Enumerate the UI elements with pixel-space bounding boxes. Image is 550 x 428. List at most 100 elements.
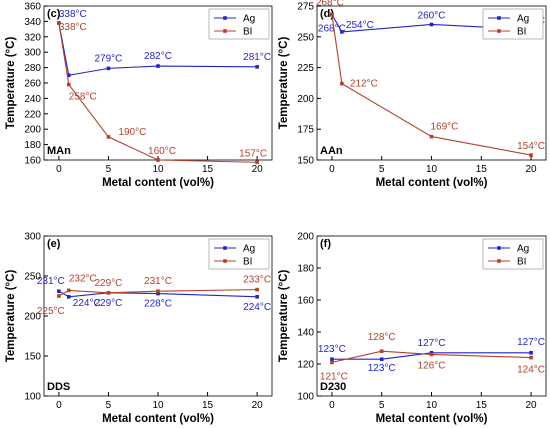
chart-panel-c: 0 5 10 15 20 160 180 200 220 240 260 280 300 320 340 36… bbox=[5, 2, 273, 189]
data-label-Ag: 224°C bbox=[243, 302, 271, 313]
series-line-Ag bbox=[331, 352, 532, 360]
y-tick-label: 225 bbox=[297, 63, 314, 74]
y-tick-label: 160 bbox=[24, 156, 41, 167]
y-tick-label: 100 bbox=[24, 392, 41, 403]
data-point-BI bbox=[106, 135, 111, 139]
data-point-BI bbox=[429, 352, 434, 357]
data-point-Ag bbox=[429, 22, 434, 27]
legend-box bbox=[208, 238, 270, 270]
x-tick-label: 10 bbox=[426, 164, 438, 175]
y-tick-label: 150 bbox=[24, 352, 41, 363]
data-point-Ag bbox=[379, 357, 384, 361]
curing-agent-label: MAn bbox=[47, 145, 71, 157]
data-label-BI: 169°C bbox=[431, 122, 459, 133]
data-label-BI: 268°C bbox=[316, 0, 344, 9]
x-tick-label: 10 bbox=[152, 164, 164, 175]
data-label-Ag: 228°C bbox=[144, 299, 172, 310]
data-point-Ag bbox=[57, 289, 61, 293]
data-label-BI: 232°C bbox=[69, 273, 97, 284]
y-tick-label: 200 bbox=[297, 232, 314, 243]
data-point-Ag bbox=[340, 30, 344, 34]
data-label-BI: 124°C bbox=[517, 365, 545, 376]
series-line-BI bbox=[331, 14, 532, 156]
legend-label-Ag: Ag bbox=[517, 244, 529, 255]
data-point-BI bbox=[330, 12, 334, 17]
legend-label-BI: BI bbox=[517, 27, 526, 38]
data-label-Ag: 268°C bbox=[318, 24, 346, 35]
data-point-BI bbox=[255, 160, 259, 165]
legend-box bbox=[482, 8, 544, 40]
y-tick-label: 160 bbox=[297, 296, 314, 307]
data-point-Ag bbox=[106, 66, 111, 71]
y-tick-label: 320 bbox=[24, 32, 41, 43]
data-label-BI: 233°C bbox=[243, 275, 271, 286]
y-tick-label: 150 bbox=[297, 156, 314, 167]
legend-box bbox=[482, 238, 544, 270]
data-label-Ag: 231°C bbox=[37, 276, 65, 287]
panel-label: (f) bbox=[320, 238, 331, 250]
data-point-Ag bbox=[255, 65, 259, 69]
y-tick-label: 360 bbox=[24, 2, 41, 13]
y-axis-label: Temperature (°C) bbox=[5, 37, 17, 130]
x-tick-label: 20 bbox=[526, 400, 538, 411]
data-point-BI bbox=[429, 134, 434, 139]
x-tick-label: 0 bbox=[56, 164, 62, 175]
data-label-BI: 154°C bbox=[517, 141, 545, 152]
y-tick-label: 180 bbox=[297, 264, 314, 275]
data-label-BI: 231°C bbox=[144, 276, 172, 287]
x-tick-label: 5 bbox=[106, 164, 112, 175]
legend-marker-Ag bbox=[223, 246, 227, 250]
legend-marker-Ag bbox=[223, 16, 227, 20]
data-label-BI: 126°C bbox=[418, 360, 446, 371]
x-tick-label: 5 bbox=[106, 400, 112, 411]
x-axis-label: Metal content (vol%) bbox=[376, 177, 488, 189]
y-tick-label: 300 bbox=[24, 232, 41, 243]
x-tick-label: 10 bbox=[426, 400, 438, 411]
data-label-BI: 128°C bbox=[368, 332, 396, 343]
y-tick-label: 100 bbox=[297, 392, 314, 403]
data-point-BI bbox=[529, 153, 533, 157]
series-line-BI bbox=[331, 350, 532, 363]
x-axis-label: Metal content (vol%) bbox=[102, 413, 214, 425]
legend-label-BI: BI bbox=[243, 27, 252, 38]
legend-label-BI: BI bbox=[517, 257, 526, 268]
y-tick-label: 280 bbox=[24, 63, 41, 74]
x-axis-label: Metal content (vol%) bbox=[102, 177, 214, 189]
data-point-BI bbox=[340, 81, 344, 86]
data-label-Ag: 254°C bbox=[346, 20, 374, 31]
y-tick-label: 200 bbox=[24, 125, 41, 136]
data-point-Ag bbox=[156, 64, 160, 68]
data-point-Ag bbox=[156, 291, 160, 296]
data-point-BI bbox=[156, 289, 160, 293]
legend-marker-BI bbox=[497, 29, 501, 33]
x-tick-label: 10 bbox=[152, 400, 164, 411]
data-point-BI bbox=[379, 349, 384, 353]
data-label-Ag: 224°C bbox=[73, 298, 101, 309]
legend-marker-Ag bbox=[497, 16, 501, 20]
x-tick-label: 15 bbox=[202, 400, 214, 411]
curing-agent-label: AAn bbox=[320, 145, 343, 157]
data-label-BI: 157°C bbox=[239, 148, 267, 159]
data-point-BI bbox=[66, 288, 71, 293]
x-tick-label: 0 bbox=[56, 400, 62, 411]
data-label-BI: 190°C bbox=[118, 127, 146, 138]
legend-label-BI: BI bbox=[243, 257, 252, 268]
data-point-BI bbox=[66, 82, 71, 87]
x-tick-label: 5 bbox=[379, 400, 385, 411]
legend-marker-Ag bbox=[497, 246, 501, 250]
panel-label: (d) bbox=[320, 8, 334, 20]
data-point-Ag bbox=[529, 351, 533, 355]
y-axis-label: Temperature (°C) bbox=[278, 37, 290, 130]
data-point-BI bbox=[255, 287, 259, 292]
x-tick-label: 20 bbox=[252, 400, 264, 411]
data-label-BI: 160°C bbox=[148, 146, 176, 157]
data-point-BI bbox=[57, 21, 61, 25]
series-line-Ag bbox=[331, 14, 532, 33]
y-tick-label: 200 bbox=[297, 94, 314, 105]
data-point-BI bbox=[529, 355, 533, 360]
y-tick-label: 260 bbox=[24, 79, 41, 90]
data-label-Ag: 127°C bbox=[418, 338, 446, 349]
data-label-BI: 338°C bbox=[59, 22, 87, 33]
y-tick-label: 180 bbox=[24, 140, 41, 151]
data-label-Ag: 338°C bbox=[59, 9, 87, 20]
